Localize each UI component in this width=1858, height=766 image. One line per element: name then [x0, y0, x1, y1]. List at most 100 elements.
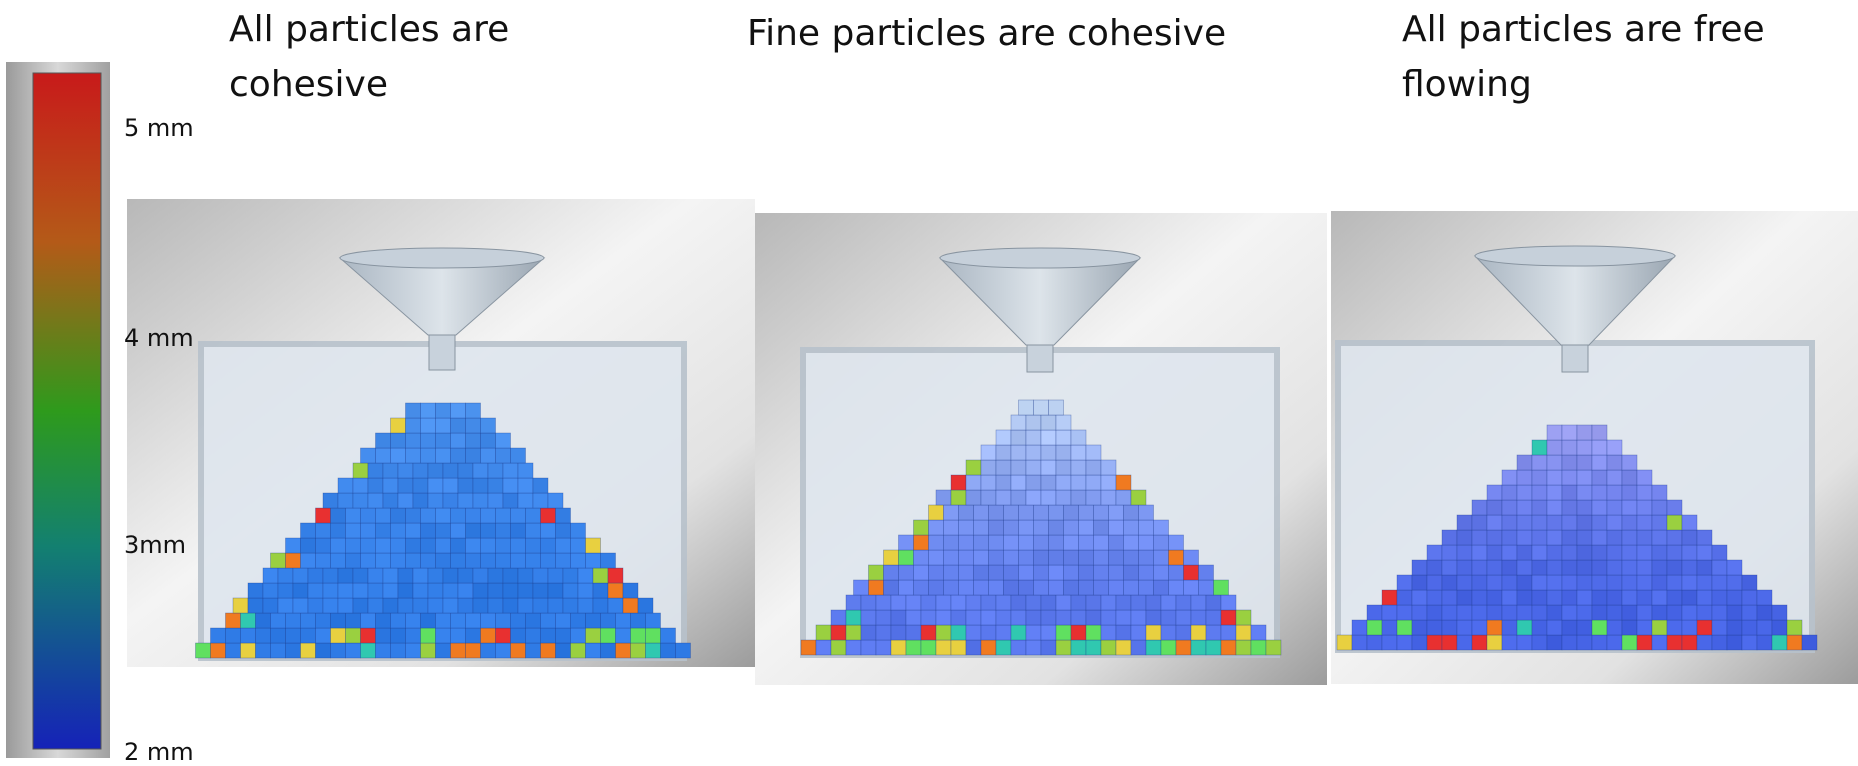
particle-cell	[996, 625, 1011, 640]
particle-cell	[1041, 610, 1056, 625]
particle-cell	[316, 553, 331, 568]
particle-cell	[996, 595, 1011, 610]
particle-cell	[286, 628, 301, 643]
particle-cell	[1622, 470, 1637, 485]
particle-cell	[526, 523, 541, 538]
particle-cell	[1169, 565, 1184, 580]
particle-cell	[541, 553, 556, 568]
funnel-rim	[340, 248, 544, 268]
particle-cell	[981, 610, 996, 625]
particle-cell	[368, 583, 383, 598]
particle-cell	[1154, 550, 1169, 565]
particle-cell	[981, 445, 996, 460]
particle-cell	[481, 508, 496, 523]
particle-cell	[996, 445, 1011, 460]
particle-cell	[1712, 575, 1727, 590]
particle-cell	[271, 553, 286, 568]
particle-cell	[1367, 635, 1382, 650]
particle-cell	[1472, 515, 1487, 530]
particle-cell	[608, 598, 623, 613]
particle-cell	[1199, 580, 1214, 595]
particle-cell	[496, 643, 511, 658]
particle-cell	[428, 568, 443, 583]
particle-cell	[1139, 550, 1154, 565]
particle-cell	[1772, 635, 1787, 650]
particle-cell	[1577, 440, 1592, 455]
particle-cell	[846, 640, 861, 655]
particle-cell	[1124, 505, 1139, 520]
particle-cell	[1547, 635, 1562, 650]
particle-cell	[1382, 605, 1397, 620]
particle-cell	[1697, 590, 1712, 605]
particle-cell	[1094, 505, 1109, 520]
particle-cell	[1397, 605, 1412, 620]
particle-cell	[398, 598, 413, 613]
particle-cell	[1026, 595, 1041, 610]
particle-cell	[466, 418, 481, 433]
particle-cell	[981, 595, 996, 610]
particle-cell	[1577, 605, 1592, 620]
particle-cell	[1682, 560, 1697, 575]
particle-cell	[1161, 640, 1176, 655]
particle-cell	[226, 643, 241, 658]
particle-cell	[1086, 490, 1101, 505]
particle-cell	[406, 433, 421, 448]
particle-cell	[361, 628, 376, 643]
particle-cell	[293, 583, 308, 598]
particle-cell	[526, 508, 541, 523]
particle-cell	[1064, 550, 1079, 565]
particle-cell	[1139, 580, 1154, 595]
particle-cell	[346, 643, 361, 658]
particle-cell	[1502, 470, 1517, 485]
particle-cell	[1622, 545, 1637, 560]
particle-cell	[406, 403, 421, 418]
particle-cell	[1517, 620, 1532, 635]
particle-cell	[473, 583, 488, 598]
particle-cell	[518, 583, 533, 598]
particle-cell	[1487, 530, 1502, 545]
particle-cell	[1502, 485, 1517, 500]
particle-cell	[466, 538, 481, 553]
particle-cell	[1757, 590, 1772, 605]
particle-cell	[1637, 635, 1652, 650]
particle-cell	[1742, 605, 1757, 620]
figure	[0, 0, 1858, 765]
particle-cell	[929, 565, 944, 580]
particle-cell	[1026, 475, 1041, 490]
particle-cell	[1562, 455, 1577, 470]
particle-cell	[316, 613, 331, 628]
particle-cell	[413, 598, 428, 613]
particle-cell	[1442, 605, 1457, 620]
particle-cell	[1577, 530, 1592, 545]
particle-cell	[293, 568, 308, 583]
particle-cell	[436, 613, 451, 628]
particle-cell	[436, 538, 451, 553]
particle-cell	[1712, 560, 1727, 575]
particle-cell	[974, 505, 989, 520]
particle-cell	[1004, 535, 1019, 550]
particle-cell	[914, 520, 929, 535]
particle-cell	[338, 598, 353, 613]
particle-cell	[1101, 490, 1116, 505]
particle-cell	[951, 595, 966, 610]
particle-cell	[316, 628, 331, 643]
particle-cell	[869, 580, 884, 595]
particle-cell	[1652, 635, 1667, 650]
particle-cell	[1146, 610, 1161, 625]
particle-cell	[1337, 635, 1352, 650]
particle-cell	[1532, 515, 1547, 530]
particle-cell	[1592, 425, 1607, 440]
particle-cell	[1562, 560, 1577, 575]
particle-cell	[1682, 605, 1697, 620]
particle-cell	[929, 520, 944, 535]
particle-cell	[1487, 515, 1502, 530]
particle-cell	[1577, 455, 1592, 470]
particle-cell	[989, 550, 1004, 565]
particle-cell	[391, 418, 406, 433]
particle-cell	[1547, 530, 1562, 545]
particle-cell	[1071, 475, 1086, 490]
particle-cell	[1101, 475, 1116, 490]
particle-cell	[1592, 545, 1607, 560]
particle-cell	[473, 568, 488, 583]
particle-cell	[1176, 625, 1191, 640]
